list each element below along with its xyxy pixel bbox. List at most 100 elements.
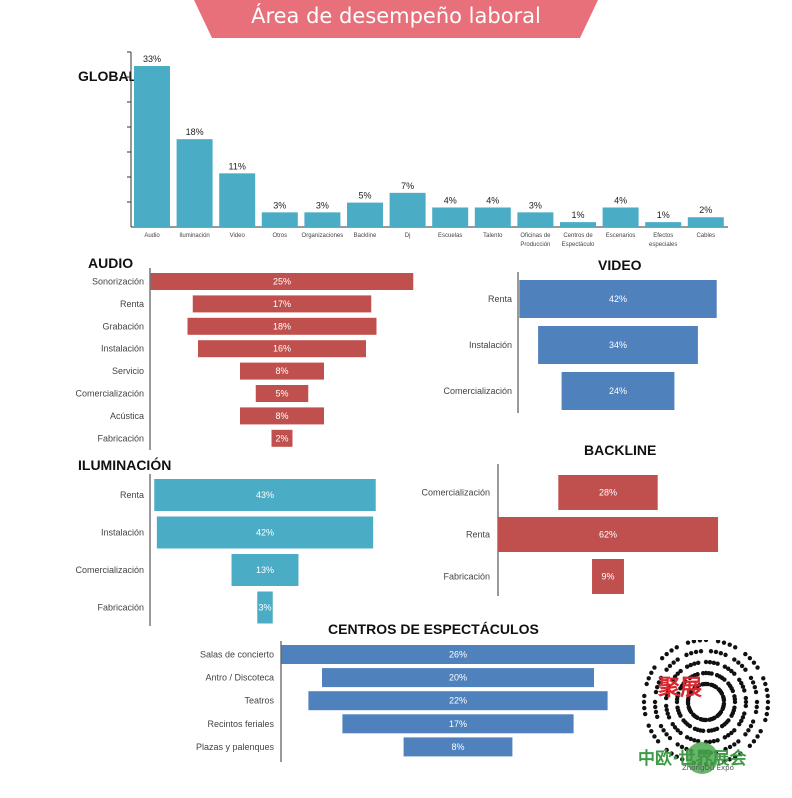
qr-dot [658, 675, 664, 681]
qr-dot [686, 705, 691, 710]
global-value-4: 3% [316, 200, 329, 210]
global-value-5: 5% [358, 191, 371, 201]
global-bar-9 [517, 212, 554, 227]
centros-bar-0 [281, 645, 635, 664]
global-x-label-0: Audio [144, 233, 160, 239]
qr-dot [697, 638, 703, 643]
global-value-6: 7% [401, 181, 414, 191]
qr-dot [765, 693, 770, 699]
qr-dot [693, 649, 699, 655]
qr-dot [713, 649, 719, 655]
audio-label-4: Servicio [112, 366, 144, 376]
qr-dot [646, 676, 651, 681]
backline-value-2: 9% [601, 572, 614, 582]
qr-dot [672, 725, 678, 730]
audio-label-3: Instalación [101, 344, 144, 354]
global-value-10: 1% [571, 210, 584, 220]
qr-dot [703, 637, 709, 643]
global-x-label-12: Efectos [653, 233, 673, 239]
qr-dot [675, 671, 680, 676]
centros-value-2: 22% [449, 696, 467, 706]
global-value-9: 3% [529, 200, 542, 210]
qr-dot [649, 670, 654, 675]
global-x-label-9-b: Producción [520, 242, 550, 248]
backline-title: BACKLINE [584, 442, 656, 458]
qr-dot [729, 713, 734, 718]
qr-dot [743, 699, 749, 705]
qr-dot [641, 699, 647, 705]
qr-dot [653, 709, 659, 715]
centros-value-3: 17% [449, 719, 467, 729]
global-value-7: 4% [444, 195, 457, 205]
qr-dot [654, 714, 660, 720]
centros-value-1: 20% [449, 673, 467, 683]
qr-dot [739, 680, 744, 686]
qr-dot [663, 703, 669, 709]
centros-label-1: Antro / Discoteca [205, 673, 274, 683]
qr-dot [674, 645, 679, 650]
page-title: Área de desempeño laboral [251, 4, 541, 28]
centros-bar-1 [322, 668, 594, 688]
qr-dot [670, 722, 675, 727]
qr-dot [675, 728, 680, 733]
audio-value-7: 2% [275, 433, 288, 443]
backline-bar-2 [592, 559, 624, 594]
brand-logo-cn: 聚展 [658, 676, 703, 701]
qr-dot [751, 660, 757, 665]
global-x-label-3: Otros [272, 233, 287, 239]
audio-label-0: Sonorización [92, 277, 144, 287]
qr-dot [722, 735, 728, 740]
qr-dot [711, 660, 717, 665]
audio-bar-6 [240, 407, 324, 425]
audio-label-2: Grabación [102, 321, 144, 331]
global-bar-2 [219, 173, 256, 227]
audio-label-7: Fabricación [97, 433, 144, 443]
global-title: GLOBAL [78, 68, 138, 84]
qr-dot [730, 688, 735, 694]
qr-dot [733, 645, 738, 650]
qr-dot [707, 659, 713, 665]
qr-dot [658, 723, 664, 729]
backline-bar-0 [558, 475, 658, 510]
title-banner [194, 0, 598, 38]
qr-dot [740, 684, 746, 689]
video-value-2: 24% [609, 386, 627, 396]
qr-dot [664, 707, 669, 713]
iluminacion-label-2: Comercialización [75, 565, 144, 575]
video-value-0: 42% [609, 294, 627, 304]
centros-label-2: Teatros [244, 696, 274, 706]
global-x-label-10-b: Espectáculo [562, 242, 595, 248]
qr-dot [754, 704, 759, 710]
video-bar-2 [561, 372, 675, 410]
qr-dot [727, 744, 733, 750]
iluminacion-value-0: 43% [256, 490, 274, 500]
audio-value-2: 18% [273, 321, 291, 331]
qr-dot [739, 663, 745, 669]
global-bar-1 [176, 139, 213, 227]
iluminacion-bar-1 [156, 516, 374, 549]
global-value-12: 1% [657, 210, 670, 220]
qr-dot [696, 683, 702, 688]
qr-dot [678, 668, 683, 674]
qr-dot [659, 655, 665, 661]
qr-dot [644, 681, 649, 687]
qr-dot [763, 717, 768, 723]
global-x-label-11: Escenarios [606, 233, 636, 239]
qr-dot [684, 664, 690, 669]
qr-dot [753, 689, 759, 695]
audio-bar-1 [192, 295, 372, 313]
qr-dot [743, 695, 749, 701]
centros-value-0: 26% [449, 650, 467, 660]
iluminacion-bar-3 [257, 591, 273, 624]
qr-dot [737, 677, 742, 682]
qr-dot [669, 751, 674, 756]
qr-dot [715, 738, 720, 743]
qr-dot [711, 739, 717, 744]
qr-dot [646, 723, 651, 728]
audio-label-6: Acústica [110, 411, 144, 421]
qr-dot [649, 729, 654, 734]
qr-dot [721, 640, 727, 645]
qr-dot [678, 730, 683, 736]
brand-en-logo: ZhongOu Expo [682, 764, 734, 772]
qr-dot [727, 757, 732, 762]
